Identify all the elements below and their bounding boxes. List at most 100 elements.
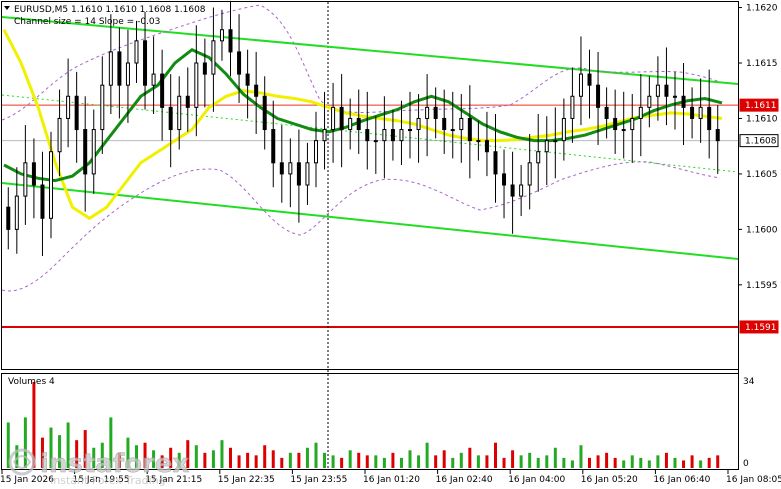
candle-body <box>279 162 284 175</box>
candle-body <box>707 106 712 131</box>
candle-body <box>672 95 677 98</box>
price-tag-box <box>739 134 779 148</box>
channel-lower-line <box>1 182 739 260</box>
candle-body <box>313 140 318 164</box>
candle-body <box>365 129 370 142</box>
candle-body <box>331 106 336 131</box>
candle-body <box>237 51 242 75</box>
candle-body <box>638 106 643 119</box>
candle-body <box>125 62 130 86</box>
price-tick-label: 1.1620 <box>746 4 778 14</box>
candle-body <box>390 129 395 142</box>
price-tick-label: 1.1595 <box>746 281 778 291</box>
candle-body <box>621 129 626 132</box>
candle-body <box>305 162 310 186</box>
time-tick-label: 15 Jan 22:35 <box>218 475 275 485</box>
time-tick-label: 15 Jan 21:15 <box>145 475 202 485</box>
candle-body <box>160 73 165 108</box>
price-tag-label: 1.1611 <box>745 101 777 111</box>
candle-body <box>271 129 276 164</box>
candle-body <box>655 84 660 97</box>
candle-body <box>168 106 173 131</box>
candle-body <box>536 151 541 164</box>
candle-body <box>202 62 207 75</box>
candle-body <box>425 106 430 119</box>
bollinger-upper-band <box>1 4 721 121</box>
candle-body <box>100 84 105 131</box>
collapse-arrow-icon[interactable] <box>4 6 10 10</box>
candle-body <box>613 117 618 131</box>
candle-body <box>408 129 413 132</box>
candle-body <box>322 129 327 142</box>
candle-body <box>510 184 515 197</box>
candle-body <box>715 129 720 142</box>
candle-body <box>493 151 498 175</box>
bollinger-lower-band <box>1 161 721 292</box>
candle-body <box>151 73 156 86</box>
candle-body <box>117 51 122 86</box>
price-axis-ticks: 1.1620 1.1615 1.1610 1.1605 1.1600 1.1595 <box>738 4 778 291</box>
moving-average-fast <box>3 47 723 183</box>
time-tick-label: 16 Jan 08:05 <box>726 475 781 485</box>
candle-body <box>6 206 11 230</box>
price-tag-label: 1.1608 <box>745 137 777 147</box>
time-tick-label: 15 Jan 2026 <box>0 475 54 485</box>
candle-body <box>296 162 301 186</box>
candle-body <box>288 162 293 175</box>
moving-average-slow <box>2 29 723 221</box>
candle-body <box>476 140 481 143</box>
candle-body <box>143 40 148 86</box>
candle-body <box>459 117 464 131</box>
price-tags: 1.1611 1.1608 1.1591 <box>739 98 779 334</box>
volume-axis-zero: 0 <box>743 459 749 469</box>
candle-body <box>134 40 139 64</box>
candle-body <box>587 73 592 86</box>
candle-body <box>399 129 404 142</box>
candle-body <box>356 117 361 131</box>
candle-body <box>185 95 190 108</box>
candle-body <box>647 95 652 108</box>
candle-body <box>544 140 549 153</box>
candle-body <box>698 106 703 119</box>
instaforex-watermark: instaforex Instant Forex Trading <box>8 448 190 487</box>
time-axis-labels: 15 Jan 2026 15 Jan 19:55 15 Jan 21:15 15 Ja… <box>0 470 781 485</box>
candle-body <box>553 140 558 143</box>
instaforex-logo-icon <box>8 448 36 476</box>
price-tick-label: 1.1600 <box>746 225 778 235</box>
candle-body <box>484 140 489 153</box>
volume-axis-max: 34 <box>743 377 755 387</box>
time-tick-label: 16 Jan 06:40 <box>653 475 710 485</box>
channel-info: Channel size = 14 Slope = -0.03 <box>14 17 160 27</box>
candle-body <box>31 162 36 186</box>
candle-body <box>348 117 353 131</box>
candle-body <box>519 184 524 197</box>
candle-body <box>245 73 250 86</box>
channel-mid-line <box>1 94 739 173</box>
candle-body <box>664 84 669 97</box>
candle-body <box>40 184 45 219</box>
candle-body <box>690 106 695 119</box>
candle-body <box>433 106 438 119</box>
candle-body <box>467 117 472 142</box>
price-candles <box>6 0 720 256</box>
symbol-header: EURUSD,M5 1.1610 1.1610 1.1608 1.1608 <box>14 5 206 15</box>
time-tick-label: 16 Jan 04:00 <box>508 475 565 485</box>
instaforex-logo-swirl <box>13 455 32 469</box>
candle-body <box>442 117 447 131</box>
candle-body <box>502 173 507 186</box>
price-tag-label: 1.1591 <box>745 323 777 333</box>
time-tick-label: 16 Jan 05:20 <box>581 475 638 485</box>
candle-body <box>211 40 216 75</box>
price-tick-label: 1.1615 <box>746 59 778 69</box>
candle-body <box>382 129 387 142</box>
channel-upper-line <box>1 16 739 85</box>
candle-body <box>373 140 378 143</box>
time-tick-label: 16 Jan 01:20 <box>363 475 420 485</box>
candle-body <box>74 95 79 131</box>
time-tick-label: 15 Jan 19:55 <box>73 475 130 485</box>
price-tag-box <box>739 320 779 334</box>
candle-body <box>527 162 532 186</box>
candle-body <box>254 84 259 97</box>
price-tick-label: 1.1605 <box>746 170 778 180</box>
candle-body <box>630 117 635 131</box>
